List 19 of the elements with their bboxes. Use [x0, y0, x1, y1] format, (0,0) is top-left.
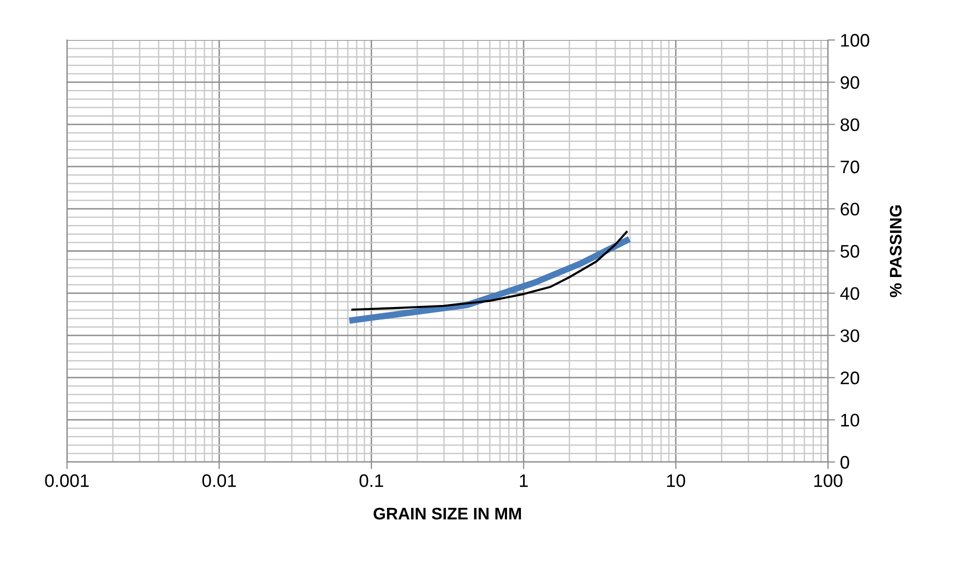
- x-tick-label: 1: [520, 474, 528, 487]
- y-tick-label: 100: [841, 34, 870, 47]
- y-axis-title: % PASSING: [890, 205, 902, 298]
- y-tick-label: 20: [840, 372, 860, 384]
- y-tick-label: 0: [840, 456, 850, 469]
- y-tick-label: 30: [840, 329, 860, 342]
- x-axis-title: GRAIN SIZE IN MM: [374, 508, 521, 520]
- y-tick-label: 70: [840, 160, 860, 174]
- y-tick-label: 10: [841, 414, 860, 427]
- x-tick-label: 100: [814, 474, 842, 488]
- y-tick-label: 50: [840, 244, 860, 258]
- x-tick-label: 0.01: [202, 474, 236, 488]
- x-tick-label: 10: [667, 474, 686, 488]
- x-tick-label: 0.001: [45, 474, 89, 488]
- x-tick-label: 0.1: [360, 474, 384, 488]
- y-tick-label: 90: [840, 76, 860, 89]
- y-tick-label: 60: [840, 202, 860, 216]
- y-tick-label: 40: [840, 287, 860, 300]
- y-tick-label: 80: [840, 118, 860, 132]
